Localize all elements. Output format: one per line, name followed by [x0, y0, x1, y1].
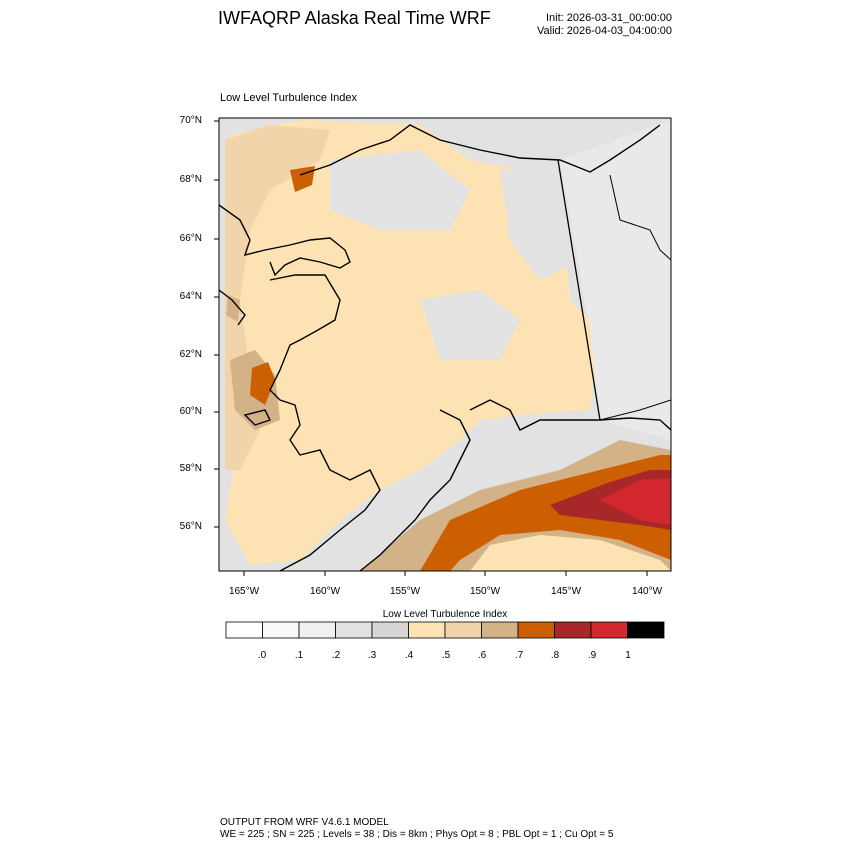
colorbar-box: [262, 621, 300, 639]
colorbar-label: .5: [441, 650, 451, 661]
lon-label-150: 150°W: [469, 586, 501, 597]
field-low-moderate: [225, 120, 600, 565]
colorbar-label: .4: [404, 650, 414, 661]
colorbar-label: .7: [514, 650, 524, 661]
colorbar-box: [517, 621, 555, 639]
lon-label-145: 145°W: [550, 586, 582, 597]
field-gray-canada: [560, 120, 671, 440]
valid-time: Valid: 2026-04-03_04:00:00: [537, 25, 672, 37]
lon-ticks: [243, 571, 648, 576]
lat-label-60: 60°N: [179, 406, 202, 417]
colorbar-box: [335, 621, 373, 639]
field-high-west: [250, 362, 275, 405]
lat-label-68: 68°N: [179, 174, 202, 185]
field-gray-ne: [500, 165, 580, 280]
alaska-canada-border: [557, 159, 601, 421]
footer-line-1: OUTPUT FROM WRF V4.6.1 MODEL: [220, 817, 389, 828]
lon-label-165: 165°W: [228, 586, 260, 597]
lat-label-66: 66°N: [179, 233, 202, 244]
colorbar-box: [371, 621, 409, 639]
field-peak-gulf: [600, 478, 671, 525]
colorbar-label: .3: [367, 650, 377, 661]
colorbar-box: [298, 621, 336, 639]
field-band-nw: [226, 295, 240, 322]
model-footer: OUTPUT FROM WRF V4.6.1 MODEL WE = 225 ; …: [220, 817, 613, 841]
colorbar-box: [444, 621, 482, 639]
lon-label-160: 160°W: [309, 586, 341, 597]
colorbar-box: [225, 621, 263, 639]
colorbar-label: 1: [625, 650, 631, 661]
colorbar: [225, 621, 665, 639]
colorbar-box: [590, 621, 628, 639]
colorbar-label: .8: [550, 650, 560, 661]
lat-label-62: 62°N: [179, 349, 202, 360]
lat-label-56: 56°N: [179, 521, 202, 532]
colorbar-label: .9: [587, 650, 597, 661]
turbulence-field: [219, 118, 671, 571]
footer-line-2: WE = 225 ; SN = 225 ; Levels = 38 ; Dis …: [220, 829, 614, 840]
colorbar-label: .0: [257, 650, 267, 661]
map-frame: [218, 117, 672, 572]
colorbar-title: Low Level Turbulence Index: [382, 609, 508, 620]
init-time: Init: 2026-03-31_00:00:00: [546, 12, 672, 24]
coastlines: [219, 124, 671, 571]
colorbar-box: [481, 621, 519, 639]
yukon-nwt-border: [609, 174, 671, 261]
lat-label-64: 64°N: [179, 291, 202, 302]
colorbar-label: .2: [331, 650, 341, 661]
lat-label-70: 70°N: [179, 115, 202, 126]
lat-label-58: 58°N: [179, 463, 202, 474]
run-info: Init: 2026-03-31_00:00:00 Valid: 2026-04…: [537, 12, 672, 38]
field-gray-north: [330, 150, 470, 230]
colorbar-box: [408, 621, 446, 639]
field-low-south: [470, 535, 671, 571]
colorbar-box: [554, 621, 592, 639]
lon-label-140: 140°W: [631, 586, 663, 597]
bc-border: [599, 399, 671, 421]
colorbar-label: .1: [294, 650, 304, 661]
field-gray-central: [420, 290, 520, 360]
colorbar-box: [627, 621, 665, 639]
lat-ticks: [214, 120, 219, 528]
colorbar-label: .6: [477, 650, 487, 661]
lon-label-155: 155°W: [389, 586, 421, 597]
main-title: IWFAQRP Alaska Real Time WRF: [218, 8, 491, 28]
field-title: Low Level Turbulence Index: [220, 92, 357, 104]
